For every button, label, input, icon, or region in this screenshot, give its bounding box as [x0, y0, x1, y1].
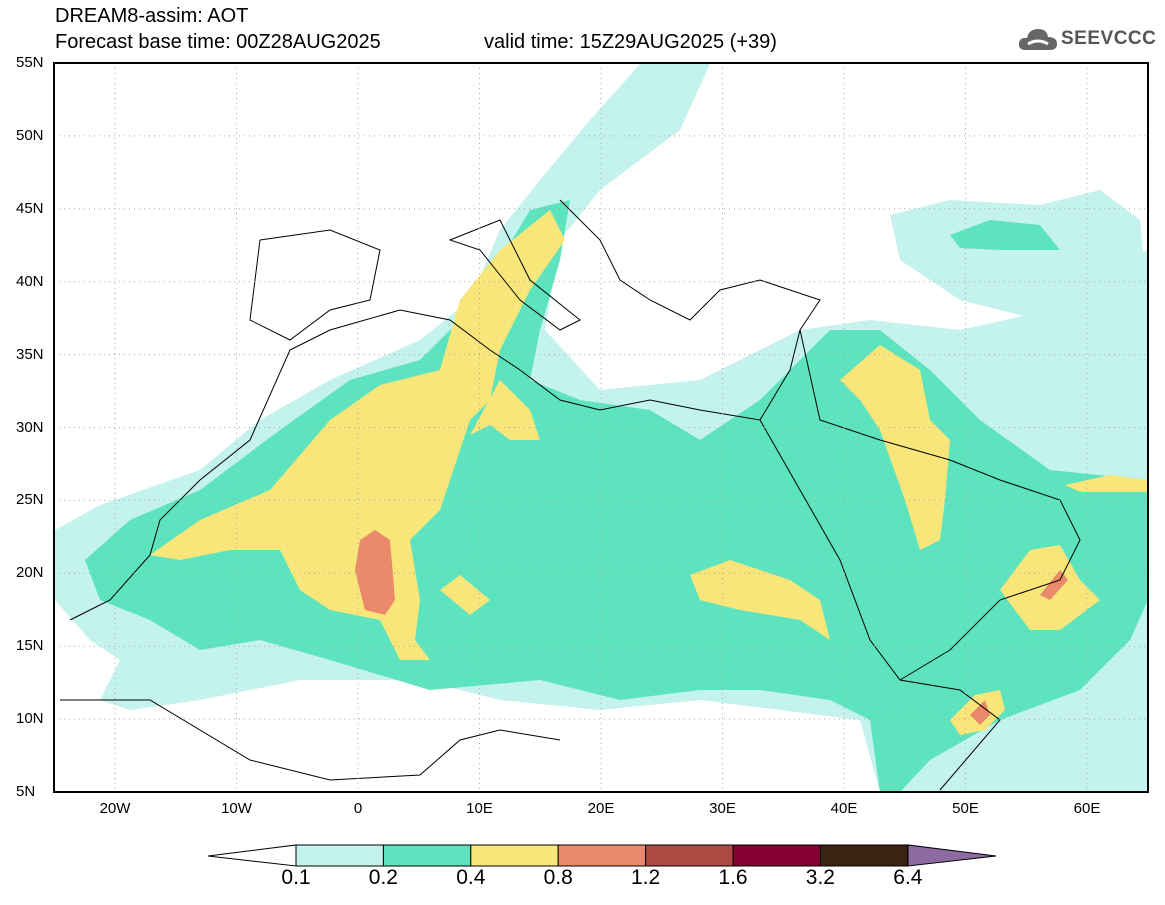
- lat-label: 30N: [16, 418, 44, 436]
- aot-0.2-area-caspian: [950, 220, 1060, 250]
- lon-label: 10W: [221, 800, 252, 817]
- lat-label: 15N: [16, 637, 44, 655]
- colorbar-box: [819, 844, 909, 867]
- lat-label: 55N: [16, 54, 44, 71]
- aot-contours: [55, 64, 1148, 792]
- lon-label: 30E: [709, 800, 736, 817]
- colorbar-tick-label: 3.2: [805, 866, 835, 889]
- valid-time: valid time: 15Z29AUG2025 (+39): [484, 31, 777, 53]
- map-title: DREAM8-assim: AOT: [55, 5, 249, 27]
- logo-text: SEEVCCC: [1061, 28, 1157, 49]
- aot-0.1-area-caspian: [890, 190, 1148, 330]
- colorbar-box: [470, 844, 559, 867]
- aot-0.4-area: [150, 210, 565, 660]
- colorbar-tick-label: 0.8: [543, 866, 573, 889]
- cloud-icon: [1018, 29, 1057, 50]
- seevccc-logo: SEEVCCC: [1018, 26, 1156, 52]
- lon-label: 40E: [830, 800, 858, 817]
- colorbar-low-arrow: [207, 844, 297, 867]
- lon-label: 20W: [99, 800, 131, 817]
- colorbar-box: [732, 844, 821, 867]
- colorbar-box: [295, 844, 384, 867]
- colorbar-box: [557, 844, 647, 867]
- lat-label: 40N: [16, 272, 44, 290]
- lon-label: 50E: [952, 800, 979, 817]
- aot-0.8-area: [355, 530, 395, 615]
- coastlines: [60, 199, 1081, 791]
- lon-label: 10E: [466, 800, 493, 817]
- lat-label: 20N: [16, 564, 44, 582]
- lat-label: 45N: [16, 199, 44, 217]
- lon-label: 60E: [1073, 800, 1101, 817]
- colorbar-tick-label: 0.4: [456, 866, 486, 889]
- map-frame: [53, 62, 1149, 793]
- colorbar-high-arrow: [907, 844, 997, 867]
- lon-label: 20E: [587, 800, 615, 817]
- colorbar-tick-label: 0.1: [281, 866, 311, 889]
- colorbar-tick-label: 1.6: [718, 866, 748, 889]
- colorbar-tick-label: 0.2: [368, 866, 398, 889]
- colorbar-box: [382, 844, 472, 867]
- lat-label: 5N: [16, 783, 36, 800]
- lon-label: 0: [353, 800, 363, 817]
- colorbar-tick-label: 6.4: [893, 866, 923, 889]
- lat-label: 25N: [16, 491, 44, 509]
- lat-label: 35N: [16, 345, 44, 363]
- colorbar-tick-label: 1.2: [630, 866, 661, 889]
- forecast-base-time: Forecast base time: 00Z28AUG2025: [55, 31, 381, 53]
- colorbar: [207, 844, 997, 867]
- lat-label: 50N: [16, 126, 44, 144]
- lat-label: 10N: [16, 710, 44, 728]
- colorbar-box: [645, 844, 734, 867]
